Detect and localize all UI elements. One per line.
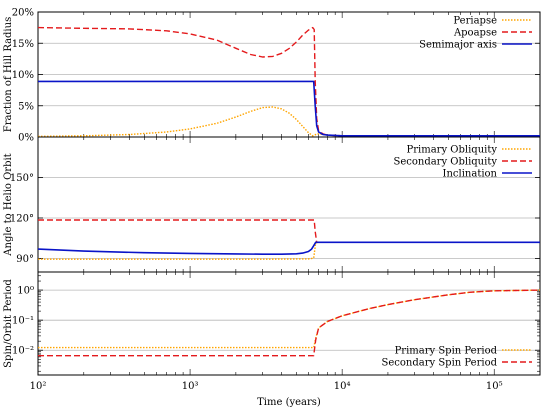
x-axis-label: Time (years)	[257, 397, 321, 408]
series-group	[38, 26, 540, 137]
series-line	[38, 219, 540, 244]
x-tick-label: 10³	[182, 381, 199, 392]
series-line	[38, 289, 540, 357]
legend-label: Secondary Obliquity	[393, 157, 497, 168]
y-tick-label: 10⁻²	[12, 346, 34, 357]
y-tick-label: 10%	[12, 70, 34, 81]
series-line	[38, 289, 540, 349]
legend-label: Primary Spin Period	[395, 346, 498, 357]
series-line	[38, 80, 540, 137]
x-tick-label: 10⁵	[486, 381, 503, 392]
legend-label: Primary Obliquity	[407, 145, 498, 156]
y-tick-label: 10⁻¹	[12, 316, 34, 327]
series-line	[38, 241, 540, 255]
y-tick-label: 120°	[10, 214, 34, 225]
y-tick-label: 10⁰	[17, 286, 34, 297]
y-tick-label: 5%	[18, 101, 34, 112]
y-tick-label: 90°	[16, 254, 34, 265]
panel-hill-radius: 0% 5% 10% 15% 20%Fraction of Hill Radius Peri…	[3, 8, 541, 144]
panel-frame	[37, 271, 541, 376]
y-tick-label: 0%	[18, 133, 34, 144]
series-group	[38, 289, 540, 357]
series-line	[38, 106, 540, 137]
x-tick-label: 10⁴	[334, 381, 351, 392]
series-line	[38, 241, 540, 260]
y-axis-label: Fraction of Hill Radius	[3, 17, 14, 132]
legend-label: Semimajor axis	[419, 40, 497, 51]
panel-helio-angle: 90° 120° 150°Angle to Helio Orbit Primary O…	[3, 136, 541, 273]
legend-label: Apoapse	[453, 28, 497, 39]
legend-label: Periapse	[453, 16, 497, 27]
legend-label: Secondary Spin Period	[382, 358, 498, 369]
series-group	[38, 219, 540, 260]
legend-label: Inclination	[443, 169, 498, 180]
x-axis: 10² 10³ 10⁴ 10⁵	[30, 381, 503, 392]
series-line	[38, 26, 540, 137]
y-tick-label: 15%	[12, 39, 34, 50]
x-tick-label: 10²	[30, 381, 47, 392]
y-axis-label: Angle to Helio Orbit	[3, 153, 14, 256]
y-tick-label: 20%	[12, 8, 34, 19]
y-axis-label: Spin/Orbit Period	[3, 279, 14, 368]
y-tick-label: 150°	[10, 173, 34, 184]
